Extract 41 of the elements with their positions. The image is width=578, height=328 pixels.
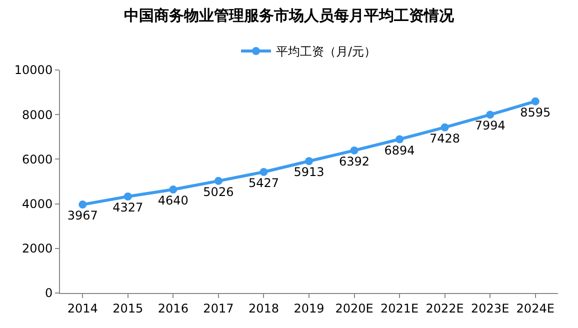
x-tick-label: 2024E bbox=[516, 301, 554, 316]
x-tick-label: 2014 bbox=[67, 301, 98, 316]
point bbox=[396, 135, 404, 144]
y-tick-label: 6000 bbox=[22, 152, 53, 166]
data-label: 7428 bbox=[430, 131, 460, 146]
x-tick-label: 2015 bbox=[112, 301, 144, 316]
x-tick-label: 2019 bbox=[294, 301, 324, 316]
x-tick-label: 2017 bbox=[203, 301, 234, 316]
point bbox=[531, 97, 540, 106]
point bbox=[169, 186, 178, 194]
data-label: 6894 bbox=[384, 143, 415, 158]
y-tick-label: 4000 bbox=[22, 197, 53, 211]
point bbox=[260, 168, 268, 176]
point bbox=[440, 123, 449, 132]
data-label: 4327 bbox=[112, 200, 144, 215]
x-tick-label: 2018 bbox=[248, 301, 280, 316]
y-tick-label: 0 bbox=[44, 286, 53, 300]
data-label: 5026 bbox=[203, 184, 234, 199]
data-label: 8595 bbox=[520, 105, 551, 120]
point bbox=[124, 192, 132, 201]
legend-label: 平均工资（月/元） bbox=[276, 44, 376, 59]
data-label: 4640 bbox=[158, 194, 188, 208]
x-tick-label: 2023E bbox=[471, 301, 510, 316]
x-tick-label: 2021E bbox=[380, 301, 419, 316]
point bbox=[486, 110, 494, 119]
x-tick-label: 2020E bbox=[335, 301, 374, 316]
y-tick-label: 10000 bbox=[14, 63, 53, 78]
x-tick-label: 2016 bbox=[158, 301, 188, 316]
data-label: 6392 bbox=[338, 154, 370, 168]
data-label: 5427 bbox=[248, 176, 280, 190]
y-tick-label: 2000 bbox=[22, 242, 53, 256]
point bbox=[350, 146, 358, 154]
data-label: 5913 bbox=[294, 165, 324, 180]
data-label: 3967 bbox=[67, 208, 98, 223]
chart-title: 中国商务物业管理服务市场人员每月平均工资情况 bbox=[124, 6, 455, 24]
x-tick-label: 2022E bbox=[426, 301, 464, 316]
y-tick-label: 8000 bbox=[22, 108, 53, 122]
point bbox=[214, 176, 222, 185]
data-label: 7994 bbox=[474, 118, 506, 133]
point bbox=[78, 200, 87, 209]
point bbox=[305, 157, 313, 166]
